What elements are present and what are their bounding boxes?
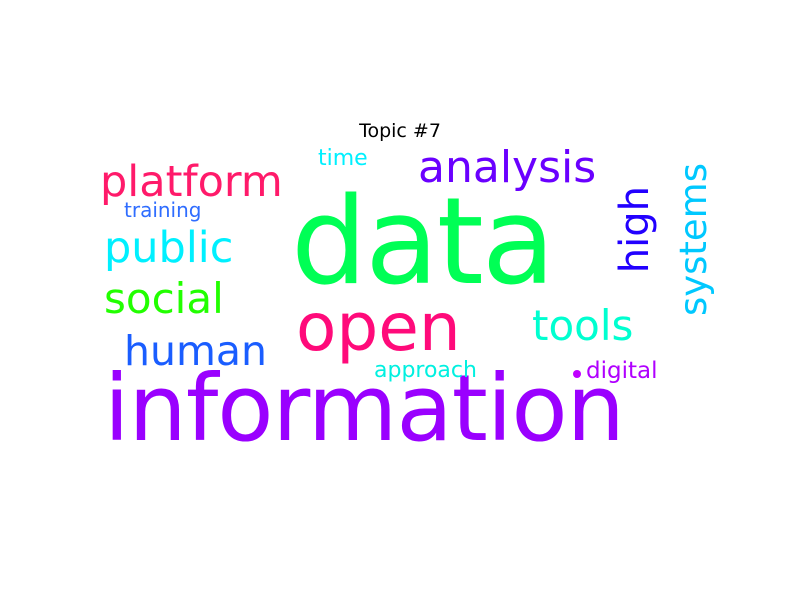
word-data: data [291,173,555,312]
word-cloud: data information open platform analysis … [100,143,720,458]
word-open: open [296,289,461,366]
word-human: human [124,327,268,375]
word-approach: approach [374,358,477,383]
word-systems: systems [672,163,715,317]
word-digital: digital [586,358,658,384]
word-tools: tools [532,301,634,350]
word-social: social [104,274,224,323]
word-public: public [104,223,234,273]
small-dot-mark [573,370,581,378]
word-platform: platform [100,157,283,207]
word-information: information [104,355,625,462]
figure-title: Topic #7 [359,120,441,142]
word-training: training [124,198,202,222]
word-high: high [612,186,658,274]
word-time: time [318,146,368,171]
word-analysis: analysis [418,142,597,193]
